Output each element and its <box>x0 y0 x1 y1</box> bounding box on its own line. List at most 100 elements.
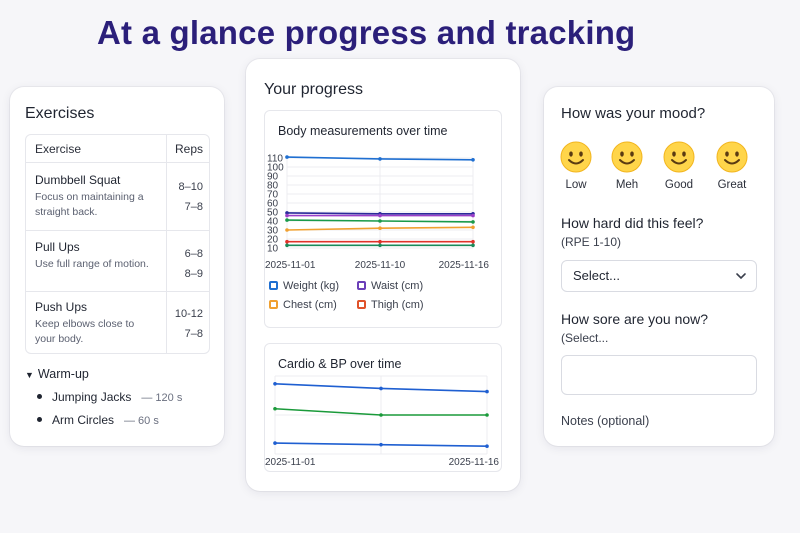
y-tick-label: 90 <box>267 172 279 183</box>
warmup-item-duration: — 60 s <box>124 415 159 427</box>
rpe-select[interactable]: Select... <box>561 260 757 292</box>
bullet-icon <box>37 394 42 400</box>
warmup-item-duration: — 120 s <box>141 392 183 404</box>
reps-value: 8–10 <box>178 181 203 193</box>
legend-swatch <box>269 280 278 290</box>
y-tick-label: 50 <box>267 208 279 219</box>
y-tick-label: 70 <box>267 190 279 201</box>
rpe-question: How hard did this feel? <box>561 215 704 231</box>
legend-label: Chest (cm) <box>283 299 337 311</box>
bullet-icon <box>37 417 42 423</box>
exercise-tip: Focus on maintaining a <box>35 191 144 203</box>
progress-title: Your progress <box>264 81 364 98</box>
chart-title: Body measurements over time <box>278 124 448 138</box>
column-header-exercise: Exercise <box>35 142 82 156</box>
legend-item-chest: Chest (cm) <box>269 299 337 311</box>
table-header: Exercise Reps <box>26 135 209 163</box>
chart-title: Cardio & BP over time <box>278 357 402 371</box>
legend-item-weight: Weight (kg) <box>269 280 339 292</box>
warmup-item-name: Jumping Jacks <box>52 390 132 404</box>
data-point <box>273 406 277 411</box>
smiley-icon <box>560 141 592 173</box>
sore-input[interactable] <box>561 355 757 395</box>
data-point <box>485 389 489 394</box>
mood-label: Meh <box>615 179 639 191</box>
smiley-icon <box>611 141 643 173</box>
body-measurements-chart: Body measurements over time 10 20 30 40 50 60… <box>264 110 502 328</box>
y-tick-label: 80 <box>267 181 279 192</box>
y-tick-label: 110 <box>267 154 283 165</box>
mood-option-meh[interactable]: Meh <box>602 141 652 191</box>
data-point <box>285 228 289 232</box>
chevron-down-icon <box>736 273 746 280</box>
legend-swatch <box>357 280 366 290</box>
exercise-name: Dumbbell Squat <box>35 173 121 187</box>
exercise-tip: your body. <box>35 333 84 345</box>
mood-title: How was your mood? <box>561 105 706 122</box>
rpe-select-value: Select... <box>573 268 620 283</box>
legend-label: Thigh (cm) <box>371 299 424 311</box>
cardio-bp-chart: Cardio & BP over time 2025-11-01 2025-11-… <box>264 343 502 472</box>
sore-subtitle: (Select... <box>561 331 609 345</box>
reps-value: 10-12 <box>174 308 203 320</box>
y-tick-label: 30 <box>267 226 279 237</box>
mood-card: How was your mood? Low Meh Good Great Ho… <box>544 87 774 446</box>
exercises-card: Exercises Exercise Reps Dumbbell Squat F… <box>10 87 224 446</box>
y-tick-label: 100 <box>267 163 284 174</box>
smiley-icon <box>663 141 695 173</box>
table-row[interactable]: Pull Ups Use full range of motion. 6–8 8… <box>26 231 209 292</box>
data-point <box>285 218 289 222</box>
data-point <box>471 213 475 218</box>
data-point <box>471 243 475 248</box>
mood-label: Great <box>717 179 747 191</box>
y-tick-label: 20 <box>267 235 279 246</box>
exercise-name: Push Ups <box>35 300 88 314</box>
data-point <box>285 155 289 159</box>
sore-question: How sore are you now? <box>561 311 709 327</box>
mood-option-low[interactable]: Low <box>551 141 601 191</box>
data-point <box>378 243 382 248</box>
data-point <box>285 243 289 248</box>
data-point <box>378 157 382 161</box>
legend-swatch <box>357 299 366 309</box>
notes-label: Notes (optional) <box>561 414 650 428</box>
data-point <box>273 382 277 386</box>
legend-label: Weight (kg) <box>283 280 340 292</box>
data-point <box>379 442 383 447</box>
reps-value: 7–8 <box>184 201 203 213</box>
mood-option-good[interactable]: Good <box>654 141 704 191</box>
list-item: Arm Circles — 60 s <box>37 413 159 427</box>
data-point <box>378 226 382 230</box>
data-point <box>285 211 289 215</box>
data-point <box>378 219 382 223</box>
reps-value: 8–9 <box>184 268 203 280</box>
page-headline: At a glance progress and tracking <box>97 14 636 51</box>
exercises-table: Exercise Reps Dumbbell Squat Focus on ma… <box>25 134 210 354</box>
warmup-title: Warm-up <box>37 367 89 381</box>
data-point <box>379 386 383 391</box>
table-row[interactable]: Dumbbell Squat Focus on maintaining a st… <box>26 163 209 231</box>
mood-option-great[interactable]: Great <box>707 141 757 191</box>
legend-label: Waist (cm) <box>371 280 424 292</box>
x-tick-label: 2025-11-16 <box>449 457 500 468</box>
y-tick-label: 40 <box>267 217 279 228</box>
reps-value: 6–8 <box>184 248 203 260</box>
exercise-tip: Keep elbows close to <box>35 318 135 330</box>
data-point <box>378 239 382 244</box>
data-point <box>471 220 475 224</box>
warmup-toggle[interactable]: ▼ Warm-up <box>25 367 89 381</box>
reps-value: 7–8 <box>184 328 203 340</box>
data-point <box>471 239 475 244</box>
legend-item-thigh: Thigh (cm) <box>357 299 424 311</box>
data-point <box>285 239 289 244</box>
mood-label: Good <box>664 179 694 191</box>
legend-swatch <box>269 299 278 309</box>
rpe-subtitle: (RPE 1-10) <box>561 235 622 249</box>
data-point <box>379 413 383 417</box>
x-tick-label: 2025-11-16 <box>439 260 490 271</box>
table-row[interactable]: Push Ups Keep elbows close to your body.… <box>26 292 209 353</box>
x-tick-label: 2025-11-01 <box>265 260 316 271</box>
data-point <box>485 444 489 448</box>
exercise-tip: Use full range of motion. <box>35 258 149 270</box>
